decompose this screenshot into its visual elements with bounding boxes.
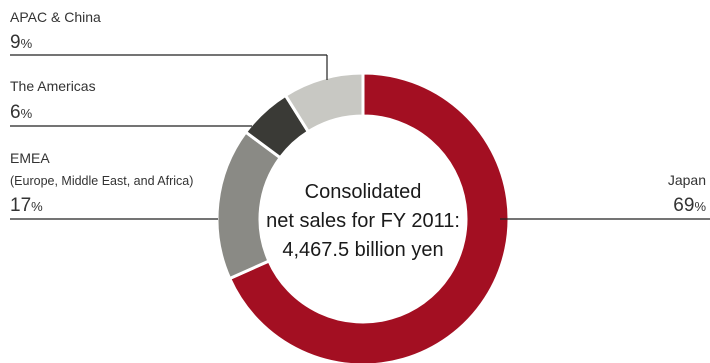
pct-apac: 9% <box>10 32 33 53</box>
pct-americas: 6% <box>10 102 33 123</box>
center-text-line-2: net sales for FY 2011: <box>266 210 460 232</box>
label-apac: APAC & China <box>10 9 101 25</box>
label-japan: Japan <box>668 172 706 188</box>
label-emea: EMEA <box>10 150 50 166</box>
label-americas: The Americas <box>10 78 96 94</box>
center-text-line-3: 4,467.5 billion yen <box>282 239 443 261</box>
center-text-line-1: Consolidated <box>305 181 422 203</box>
slice-apac-china <box>283 71 365 134</box>
donut-slices <box>215 71 511 363</box>
sublabel-emea: (Europe, Middle East, and Africa) <box>10 174 193 188</box>
slice-emea <box>215 130 282 281</box>
slice-japan <box>228 71 511 363</box>
pct-emea: 17% <box>10 195 43 216</box>
pct-japan: 69% <box>673 195 706 216</box>
